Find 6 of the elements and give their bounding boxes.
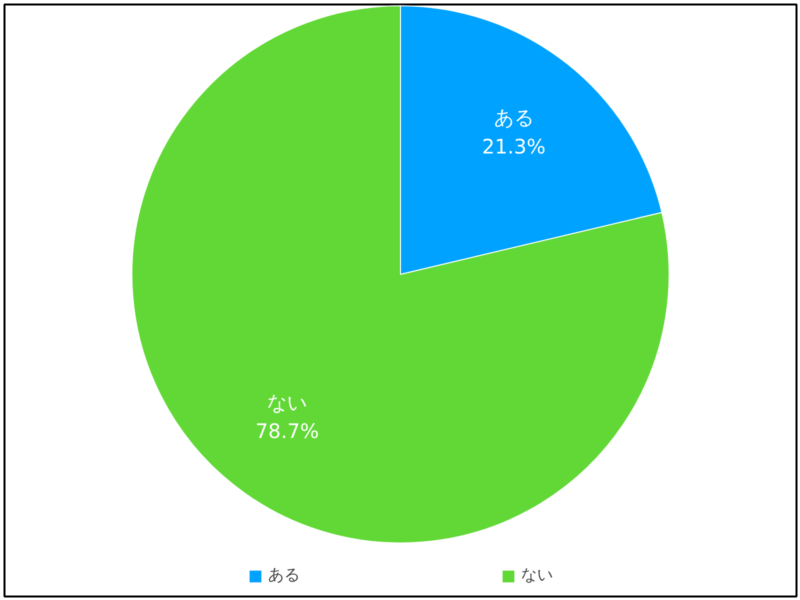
legend-label: ない <box>521 565 553 586</box>
legend-label: ある <box>268 565 300 586</box>
slice-label: ある <box>494 105 534 130</box>
slice-label: ない <box>267 390 308 414</box>
data-label: 78.7% <box>255 419 319 444</box>
data-label: 21.3% <box>482 134 546 158</box>
